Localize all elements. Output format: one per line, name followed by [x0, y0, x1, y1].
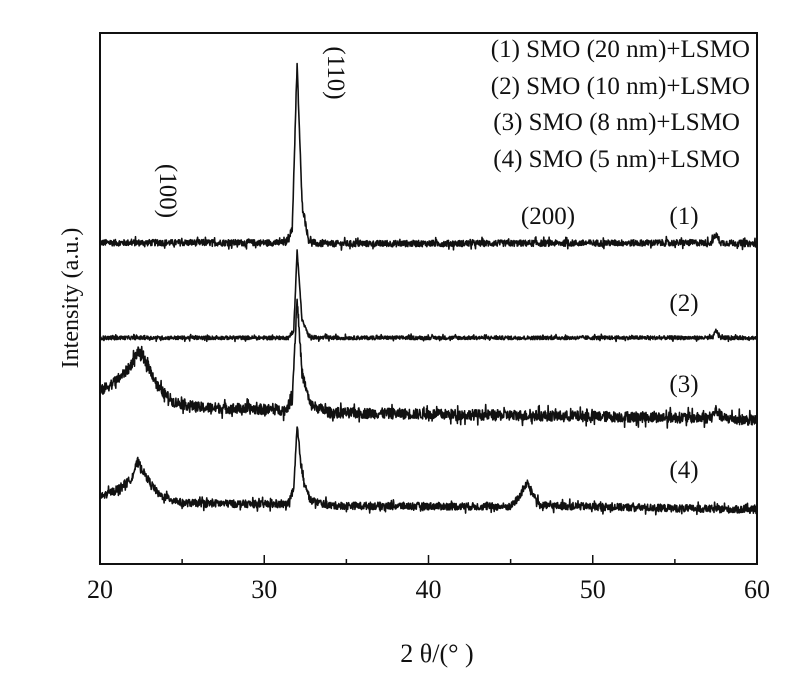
legend: (1) SMO (20 nm)+LSMO (2) SMO (10 nm)+LSM…: [491, 36, 750, 173]
traces: [99, 62, 758, 516]
x-tick-label: 20: [87, 575, 113, 604]
annotation-peak-110: (110): [322, 46, 349, 99]
trace-label-4: (4): [669, 457, 698, 484]
legend-entry-2: (2) SMO (10 nm)+LSMO: [491, 73, 750, 100]
trace-label-2: (2): [669, 290, 698, 317]
legend-entry-1: (1) SMO (20 nm)+LSMO: [491, 36, 750, 63]
trace-label-3: (3): [669, 371, 698, 398]
trace-1: [99, 62, 758, 251]
trace-3: [99, 298, 758, 429]
trace-label-1: (1): [669, 203, 698, 230]
legend-entry-3: (3) SMO (8 nm)+LSMO: [493, 109, 740, 136]
x-axis-label: 2 θ/(° ): [400, 639, 473, 668]
annotation-peak-100: (100): [154, 164, 181, 218]
x-axis-ticks: [99, 555, 758, 564]
x-tick-label: 30: [251, 575, 277, 604]
trace-2: [99, 249, 758, 343]
x-tick-label: 60: [744, 575, 770, 604]
x-tick-label: 50: [580, 575, 606, 604]
y-axis-label: Intensity (a.u.): [58, 228, 84, 369]
x-tick-label: 40: [416, 575, 442, 604]
trace-4: [99, 426, 758, 516]
x-axis-tick-labels: 20 30 40 50 60: [87, 575, 770, 604]
legend-entry-4: (4) SMO (5 nm)+LSMO: [493, 146, 740, 173]
annotation-peak-200: (200): [521, 203, 575, 230]
